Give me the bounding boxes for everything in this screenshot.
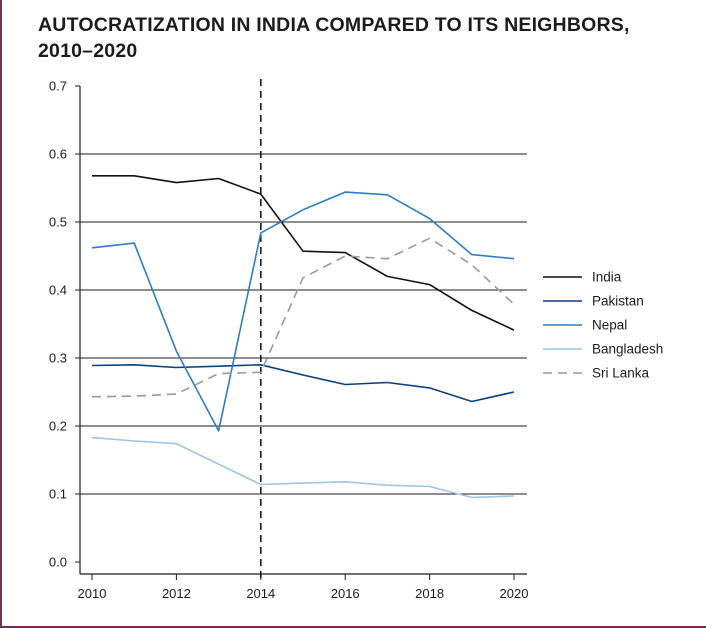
legend-label-pakistan: Pakistan [592, 294, 644, 309]
legend-label-nepal: Nepal [592, 318, 627, 333]
legend: India Pakistan Nepal Bangladesh Sri Lanka [543, 270, 663, 381]
tick-labels: 0.0 0.1 0.2 0.3 0.4 0.5 0.6 0.7 2010 2012 2014 2016… [49, 79, 529, 602]
x-tick-label: 2012 [162, 586, 191, 601]
axes [75, 85, 527, 580]
series-line-nepal [91, 191, 515, 432]
series-line-pakistan [91, 363, 515, 403]
series-line-sri-lanka [91, 237, 515, 398]
chart-title-line-2: 2010–2020 [38, 40, 138, 62]
legend-label-bangladesh: Bangladesh [592, 342, 663, 357]
series-line-bangladesh [91, 436, 515, 499]
y-tick-label: 0.2 [49, 419, 67, 434]
x-tick-label: 2020 [500, 586, 529, 601]
y-tick-label: 0.6 [49, 147, 67, 162]
y-tick-label: 0.7 [49, 79, 67, 94]
y-tick-label: 0.3 [49, 351, 67, 366]
y-tick-label: 0.0 [49, 555, 67, 570]
x-tick-label: 2016 [331, 586, 360, 601]
gridlines [80, 153, 527, 495]
x-tick-label: 2010 [78, 586, 107, 601]
legend-label-sri-lanka: Sri Lanka [592, 366, 650, 381]
x-tick-label: 2014 [246, 586, 275, 601]
chart-title: AUTOCRATIZATION IN INDIA COMPARED TO ITS… [38, 12, 698, 64]
y-tick-label: 0.5 [49, 215, 67, 230]
series-line-india [92, 175, 515, 331]
y-tick-label: 0.4 [49, 283, 67, 298]
y-tick-label: 0.1 [49, 487, 67, 502]
series-lines [91, 175, 515, 499]
x-tick-label: 2018 [415, 586, 444, 601]
legend-label-india: India [592, 270, 622, 285]
chart-title-line-1: AUTOCRATIZATION IN INDIA COMPARED TO ITS… [38, 14, 630, 36]
